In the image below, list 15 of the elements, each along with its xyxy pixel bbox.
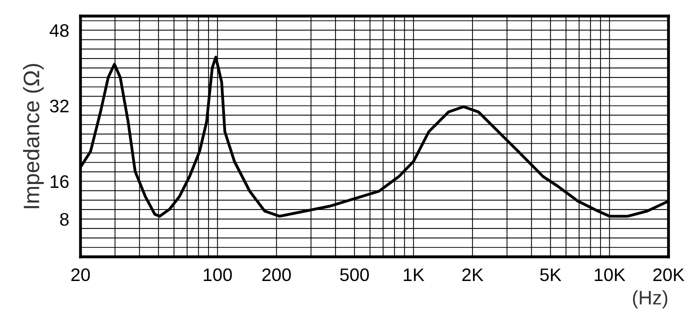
x-tick-label: 200 — [262, 268, 291, 282]
x-tick-label: 5K — [540, 268, 562, 282]
x-tick-label: 2K — [462, 268, 484, 281]
y-tick-label: 32 — [50, 100, 68, 112]
x-tick-label: 20 — [71, 268, 90, 282]
y-tick-label: 16 — [50, 175, 69, 188]
x-tick-label: 10K — [594, 268, 626, 282]
y-tick-label: 48 — [50, 24, 69, 37]
y-tick-label: 8 — [60, 212, 69, 226]
x-tick-label: 20K — [653, 268, 684, 282]
x-axis-title: (Hz) — [632, 290, 668, 308]
x-tick-label: 1K — [404, 268, 424, 281]
x-tick-label: 100 — [204, 268, 232, 282]
y-axis-title: Impedance (Ω) — [23, 64, 44, 208]
x-tick-label: 500 — [340, 268, 369, 282]
